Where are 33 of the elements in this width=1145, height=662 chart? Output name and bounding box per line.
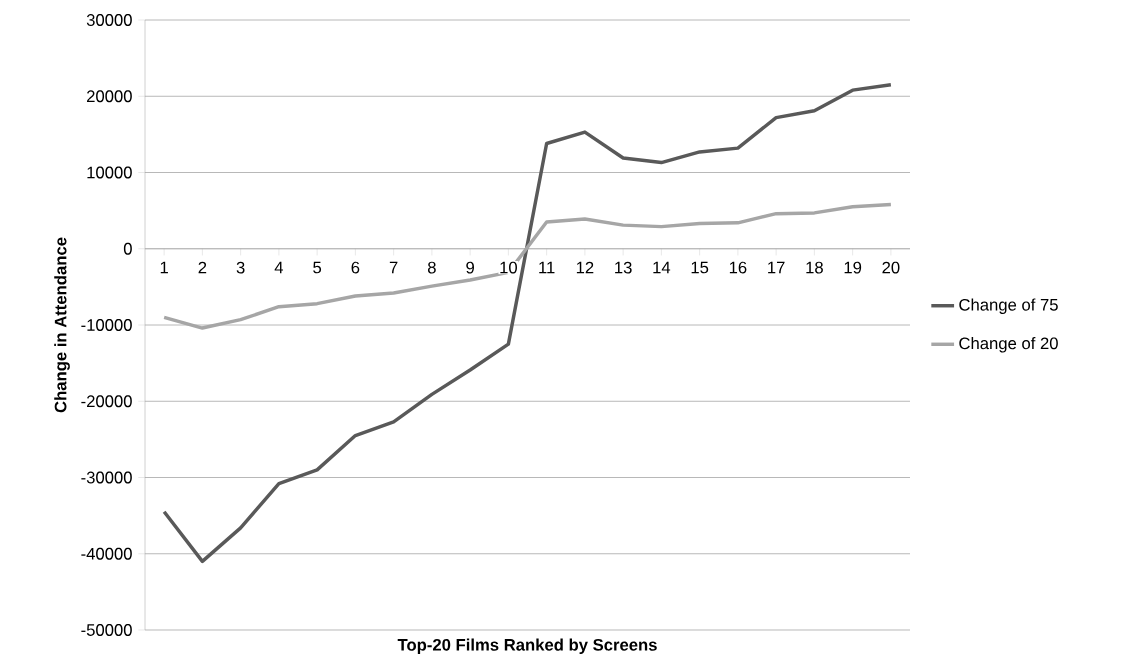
y-tick-label: -40000 (81, 547, 132, 560)
x-tick-label: 11 (539, 261, 555, 274)
x-tick-label: 17 (768, 261, 785, 274)
y-tick-label: 0 (123, 242, 132, 255)
x-tick-label: 12 (576, 261, 594, 274)
x-tick-label: 20 (882, 261, 900, 274)
x-tick-label: 13 (615, 261, 632, 274)
x-tick-label: 3 (236, 261, 245, 274)
x-tick-label: 6 (351, 261, 360, 274)
x-tick-label: 9 (466, 261, 474, 274)
x-tick-label: 14 (653, 261, 671, 274)
x-tick-label: 16 (729, 261, 747, 274)
x-tick-label: 5 (313, 261, 322, 274)
x-tick-label: 4 (274, 261, 284, 274)
legend-label: Change of 20 (959, 336, 1058, 353)
y-tick-label: 30000 (86, 14, 132, 26)
y-tick-label: 10000 (87, 166, 132, 179)
x-tick-label: 10 (500, 261, 517, 274)
x-tick-label: 19 (844, 261, 862, 274)
legend-label: Change of 75 (959, 298, 1058, 314)
x-tick-label: 18 (806, 261, 823, 274)
x-tick-label: 1 (160, 261, 168, 274)
x-axis-title: Top-20 Films Ranked by Screens (397, 638, 657, 655)
x-tick-label: 7 (389, 261, 398, 274)
y-tick-label: 20000 (87, 90, 132, 103)
y-tick-label: -10000 (81, 319, 132, 331)
y-axis-title: Change in Attendance (54, 237, 70, 413)
y-tick-label: -20000 (81, 395, 132, 408)
x-tick-label: 8 (427, 261, 436, 274)
x-tick-label: 2 (198, 261, 207, 274)
y-tick-label: -50000 (81, 624, 132, 636)
y-tick-label: -30000 (81, 471, 132, 484)
x-tick-label: 15 (691, 261, 709, 274)
